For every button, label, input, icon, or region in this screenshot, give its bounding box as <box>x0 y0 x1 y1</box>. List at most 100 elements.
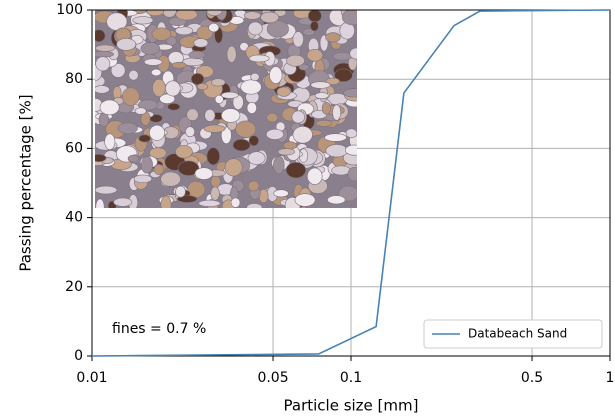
grain <box>266 20 289 38</box>
grain <box>345 128 357 139</box>
grain <box>266 112 279 123</box>
y-tick-label: 100 <box>56 2 83 18</box>
x-tick-label: 0.01 <box>76 370 107 386</box>
grain <box>206 147 220 166</box>
grain <box>247 21 263 36</box>
x-tick-label: 0.05 <box>257 370 288 386</box>
grain <box>191 73 205 85</box>
grain <box>95 154 107 162</box>
grain <box>206 10 223 17</box>
sand-photo <box>95 10 357 208</box>
grain <box>292 31 304 48</box>
plot-frame <box>91 9 611 357</box>
grain <box>203 124 226 133</box>
data-line <box>91 9 611 357</box>
grain <box>277 148 295 156</box>
grain <box>235 120 257 138</box>
grain <box>175 145 193 159</box>
y-tick-label: 80 <box>65 71 83 87</box>
grain <box>325 77 340 85</box>
x-tick-label: 1 <box>606 370 615 386</box>
grain <box>193 38 209 48</box>
grain <box>347 166 357 182</box>
grain <box>165 80 181 97</box>
grain <box>247 151 266 165</box>
x-tick-label: 0.5 <box>521 370 543 386</box>
grain <box>95 56 111 72</box>
grain <box>98 112 109 127</box>
grain <box>315 119 333 127</box>
grain <box>221 91 239 99</box>
grain <box>134 107 147 115</box>
grain <box>327 195 346 205</box>
x-tick-label: 0.1 <box>340 370 362 386</box>
grain <box>308 10 322 23</box>
grain <box>171 61 187 69</box>
grain <box>291 110 305 124</box>
grain <box>113 197 133 207</box>
grain <box>122 87 140 106</box>
grain <box>95 85 110 94</box>
grain <box>306 48 323 62</box>
grain <box>283 141 298 150</box>
grain <box>310 81 331 89</box>
grain <box>95 29 106 43</box>
legend-box <box>423 319 603 349</box>
grain <box>110 63 126 78</box>
grain <box>187 180 206 198</box>
grain <box>214 94 224 104</box>
grain <box>159 93 176 104</box>
grain <box>175 185 186 198</box>
annotation: fines = 0.7 % <box>112 321 206 337</box>
grain <box>246 101 257 114</box>
y-axis-label: Passing percentage [%] <box>17 94 35 271</box>
grain <box>143 58 163 66</box>
grain <box>232 139 251 152</box>
grain <box>151 68 162 77</box>
grain <box>273 189 289 198</box>
grain <box>185 126 195 138</box>
grain <box>95 44 116 52</box>
grain <box>177 160 200 176</box>
grain <box>138 99 158 111</box>
grain <box>292 126 313 144</box>
grain <box>198 199 221 207</box>
grain <box>325 32 341 43</box>
grain <box>325 144 348 158</box>
grain <box>188 50 206 60</box>
grain <box>243 11 261 20</box>
y-tick-label: 40 <box>65 210 83 226</box>
grain <box>240 79 262 95</box>
legend-label: Databeach Sand <box>468 327 567 341</box>
grain <box>210 175 221 188</box>
grain <box>128 69 139 81</box>
grain <box>298 63 310 71</box>
grain <box>314 92 329 99</box>
grain <box>174 26 194 36</box>
grain <box>221 108 241 123</box>
grain <box>269 66 283 84</box>
grain <box>160 195 172 208</box>
grain <box>141 156 153 174</box>
grain <box>132 16 154 25</box>
grain <box>324 133 347 142</box>
grain <box>99 99 120 116</box>
grain <box>153 164 165 175</box>
grain <box>196 83 208 91</box>
grain <box>208 23 220 33</box>
grain <box>116 38 137 51</box>
grain <box>265 128 284 140</box>
grain <box>194 167 214 180</box>
x-axis-label: Particle size [mm] <box>284 397 419 415</box>
grain <box>286 54 305 67</box>
grain <box>127 154 139 163</box>
grain <box>334 68 353 82</box>
grain <box>226 45 237 63</box>
grain <box>349 47 357 60</box>
grain <box>210 186 220 201</box>
y-tick-label: 0 <box>74 348 83 364</box>
grain <box>211 78 226 87</box>
grain <box>294 193 316 207</box>
grain <box>133 174 153 184</box>
grain <box>246 203 263 208</box>
